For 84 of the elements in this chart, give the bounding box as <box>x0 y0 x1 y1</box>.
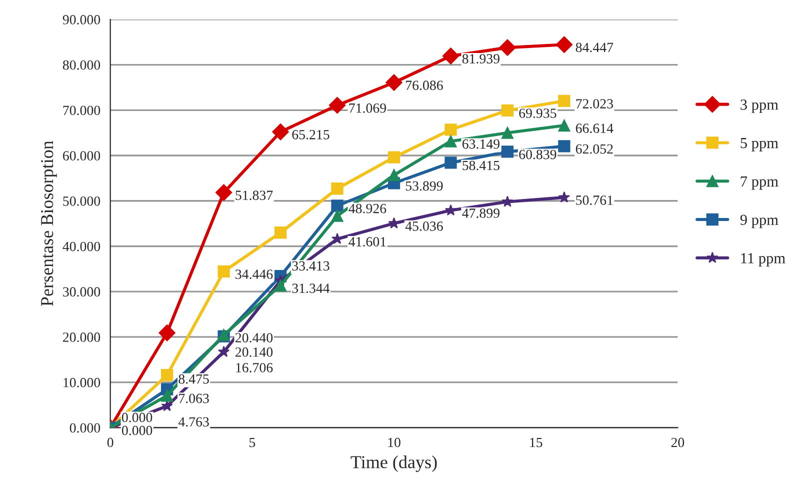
data-label: 60.839 <box>519 150 556 160</box>
data-label: 45.036 <box>405 222 443 231</box>
data-label: 20.440 <box>236 333 273 342</box>
data-label: 53.899 <box>406 181 443 191</box>
y-tick-label: 50.000 <box>63 196 100 206</box>
point <box>161 400 173 412</box>
legend-label: 9 ppm <box>740 214 778 228</box>
data-label: 48.926 <box>348 204 386 214</box>
point <box>160 390 174 402</box>
legend-label: 5 ppm <box>740 138 778 152</box>
y-tick-label: 10.000 <box>64 378 100 388</box>
point <box>444 156 457 169</box>
point <box>218 265 230 278</box>
point <box>388 168 400 182</box>
x-axis-title: Time (days) <box>350 456 437 472</box>
point <box>160 368 174 382</box>
legend-label: 3 ppm <box>740 100 778 113</box>
point <box>501 104 514 117</box>
point <box>501 146 514 158</box>
data-label: 51.837 <box>236 190 273 200</box>
data-label: 4.763 <box>178 417 209 427</box>
x-tick-label: 15 <box>530 438 542 448</box>
data-label: 47.899 <box>462 208 500 218</box>
point <box>274 279 287 292</box>
point <box>215 184 232 201</box>
point <box>158 324 176 342</box>
point <box>442 48 460 64</box>
data-label: 20.140 <box>236 347 273 357</box>
point <box>502 196 514 207</box>
data-label: 81.939 <box>462 54 500 64</box>
y-tick-label: 0.000 <box>70 423 100 433</box>
y-tick-label: 80.000 <box>62 60 100 70</box>
y-tick-label: 30.000 <box>63 287 100 297</box>
point <box>558 140 570 152</box>
x-tick-label: 20 <box>671 438 684 448</box>
y-tick-label: 70.000 <box>63 106 100 116</box>
point <box>444 204 457 216</box>
point <box>499 39 516 56</box>
data-label: 33.413 <box>292 261 330 271</box>
data-label: 69.935 <box>519 108 556 118</box>
point <box>328 96 346 114</box>
y-tick-label: 90.000 <box>62 15 100 24</box>
data-label: 0.000 <box>122 412 152 422</box>
data-label: 84.447 <box>576 42 614 52</box>
point <box>386 74 402 91</box>
data-label: 71.069 <box>349 103 386 113</box>
x-tick-label: 0 <box>107 438 114 448</box>
data-label: 34.446 <box>236 270 273 279</box>
y-tick-label: 60.000 <box>63 151 100 161</box>
point <box>272 123 289 140</box>
data-label: 58.415 <box>462 160 500 170</box>
point <box>218 346 230 357</box>
point <box>501 126 514 139</box>
point <box>556 36 573 54</box>
x-tick-label: 10 <box>388 438 400 448</box>
point <box>388 151 400 164</box>
data-label: 63.149 <box>462 139 500 149</box>
data-label: 8.475 <box>178 374 209 384</box>
data-label: 72.023 <box>576 99 613 109</box>
data-label: 65.215 <box>292 130 330 140</box>
y-tick-label: 40.000 <box>62 242 100 252</box>
point <box>274 226 287 239</box>
point <box>558 94 570 108</box>
data-label: 50.761 <box>576 196 613 205</box>
data-label: 76.086 <box>406 80 443 90</box>
data-label: 16.706 <box>236 363 273 372</box>
point <box>558 191 570 202</box>
point <box>444 124 457 136</box>
point <box>331 200 344 212</box>
point <box>444 135 457 148</box>
legend-label: 7 ppm <box>740 176 778 190</box>
data-label: 62.052 <box>576 144 613 154</box>
data-label: 66.614 <box>576 124 614 134</box>
data-label: 41.601 <box>348 237 386 247</box>
y-axis-title: Persentase Biosorption <box>41 140 57 306</box>
data-label: 31.344 <box>292 284 330 294</box>
x-tick-label: 5 <box>249 438 256 448</box>
legend-label: 11 ppm <box>741 253 786 266</box>
point <box>558 119 570 132</box>
data-label: 7.063 <box>179 394 209 404</box>
point <box>331 182 344 195</box>
point <box>331 210 344 222</box>
data-label: 0.000 <box>122 426 152 436</box>
y-tick-label: 20.000 <box>63 332 100 342</box>
